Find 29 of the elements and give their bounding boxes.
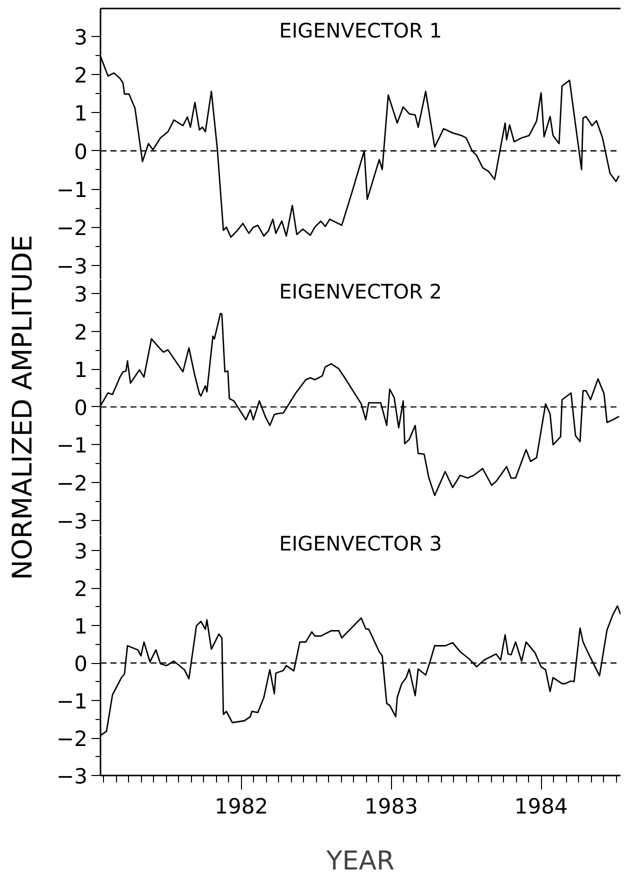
y-tick-label: −2 bbox=[56, 727, 88, 751]
x-tick-label: 1984 bbox=[514, 794, 568, 818]
y-tick-label: −3 bbox=[56, 509, 88, 534]
x-axis-title: YEAR bbox=[325, 846, 395, 876]
y-tick-label: −1 bbox=[56, 178, 88, 202]
y-tick-label: 2 bbox=[74, 64, 88, 88]
chart-title: EIGENVECTOR 3 bbox=[279, 532, 442, 556]
y-tick-label: 2 bbox=[74, 320, 88, 344]
y-tick-label: 1 bbox=[74, 102, 88, 126]
x-tick-label: 1983 bbox=[364, 794, 418, 818]
y-tick-label: 3 bbox=[74, 540, 88, 564]
y-tick-label: 0 bbox=[74, 396, 88, 420]
y-tick-label: 1 bbox=[74, 358, 88, 382]
y-tick-label: −3 bbox=[56, 764, 88, 788]
y-tick-label: −3 bbox=[56, 254, 88, 278]
chart-title: EIGENVECTOR 2 bbox=[279, 280, 442, 304]
y-tick-label: 3 bbox=[74, 25, 88, 50]
y-tick-label: −2 bbox=[56, 216, 88, 240]
y-tick-label: 1 bbox=[74, 614, 88, 638]
y-axis-title: NORMALIZED AMPLITUDE bbox=[8, 234, 38, 580]
y-tick-label: 0 bbox=[74, 140, 88, 164]
x-tick-label: 1982 bbox=[214, 794, 268, 818]
y-tick-label: 3 bbox=[74, 282, 88, 306]
y-tick-label: 0 bbox=[74, 652, 88, 676]
y-tick-label: −1 bbox=[56, 690, 88, 714]
y-tick-label: 2 bbox=[74, 577, 88, 601]
text: EIGENVECTOR 1 bbox=[279, 18, 442, 42]
y-tick-label: −2 bbox=[56, 472, 88, 496]
y-tick-label: −1 bbox=[56, 434, 88, 458]
